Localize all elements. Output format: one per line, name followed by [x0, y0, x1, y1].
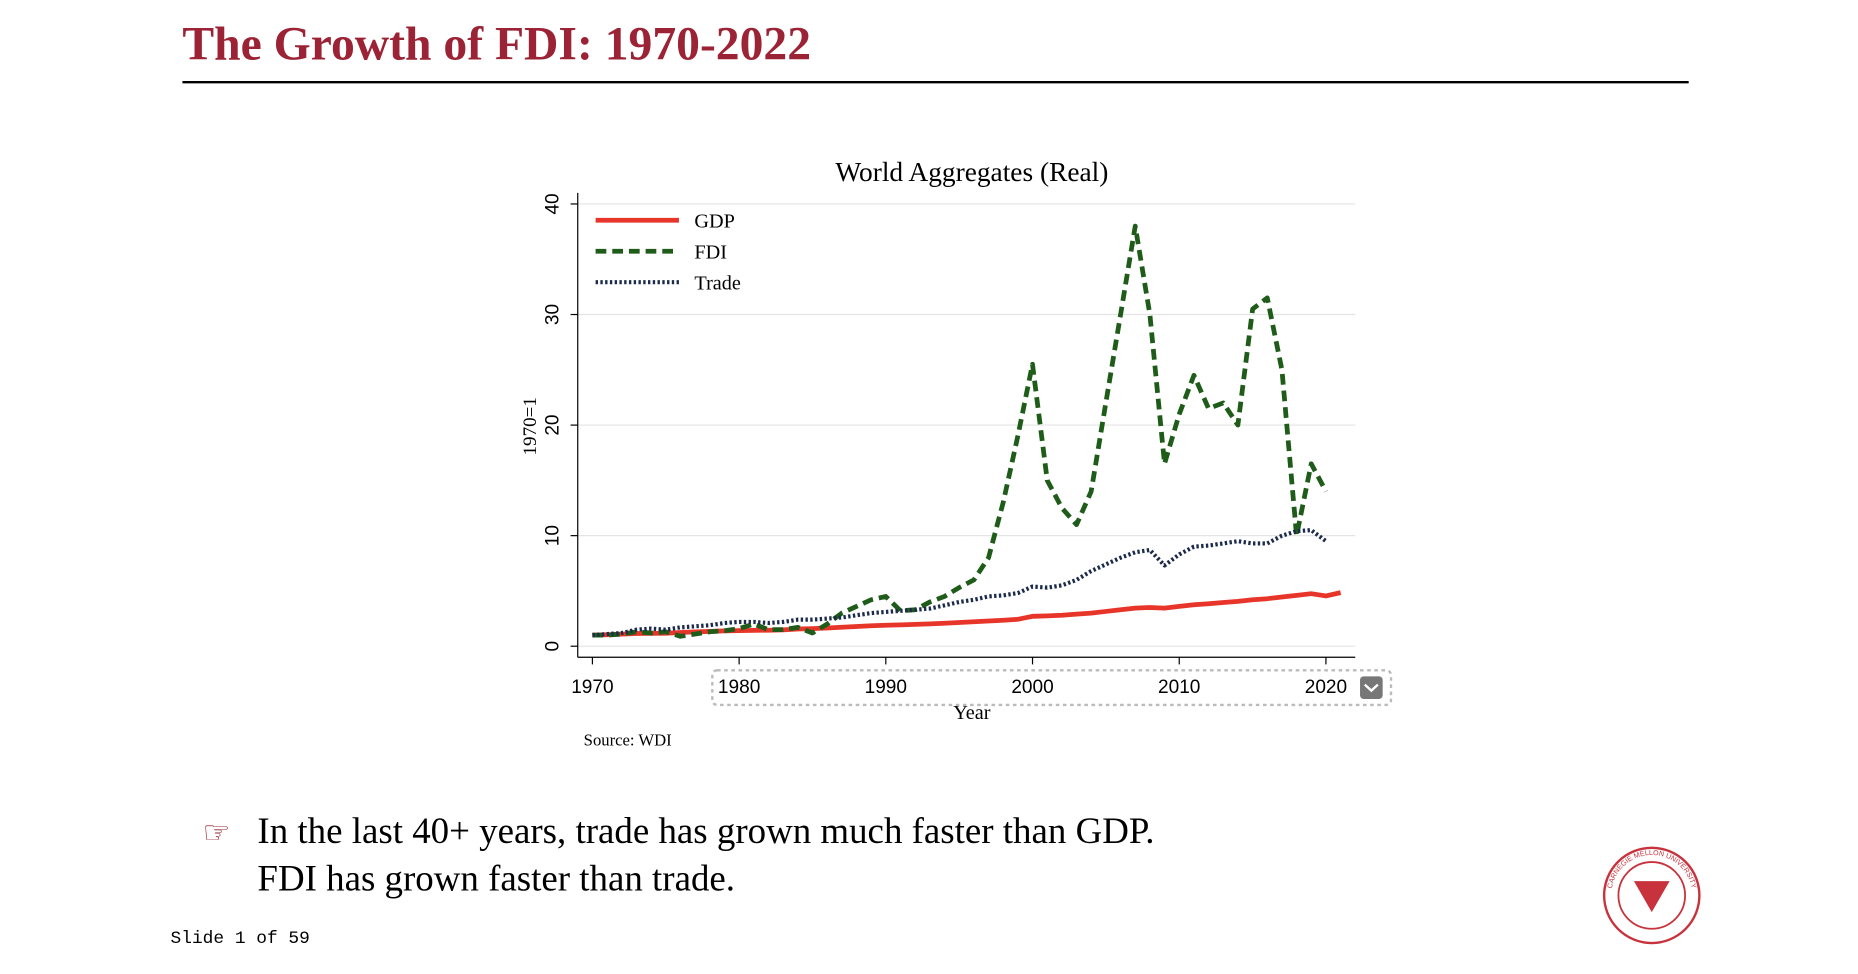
- y-tick-label: 10: [543, 525, 564, 546]
- x-axis-label: Year: [953, 702, 991, 724]
- y-tick-label: 30: [543, 304, 564, 325]
- selection-box[interactable]: [711, 669, 1393, 707]
- bullet-text: In the last 40+ years, trade has grown m…: [257, 810, 1154, 851]
- legend-label: GDP: [694, 210, 734, 232]
- y-tick-label: 0: [543, 641, 564, 652]
- x-tick-label: 1970: [571, 677, 613, 698]
- chart-title: World Aggregates (Real): [835, 157, 1108, 187]
- series-line: [592, 528, 1328, 638]
- legend-label: Trade: [694, 272, 740, 294]
- logo-ring: [1617, 861, 1686, 930]
- x-tick-label: 1980: [718, 677, 760, 698]
- x-tick-label: 2000: [1011, 677, 1053, 698]
- x-tick-label: 2020: [1305, 677, 1347, 698]
- legend-label: FDI: [694, 241, 727, 263]
- y-tick-label: 40: [543, 193, 564, 214]
- y-axis-label: 1970=1: [520, 397, 541, 455]
- y-tick-label: 20: [543, 414, 564, 435]
- bullet-icon: ☞: [203, 815, 231, 850]
- university-logo: CARNEGIE MELLON UNIVERSITY: [1602, 846, 1701, 945]
- bullet-text: FDI has grown faster than trade.: [257, 858, 735, 899]
- x-tick-label: 2010: [1158, 677, 1200, 698]
- source-note: Source: WDI: [584, 730, 672, 749]
- dropdown-button[interactable]: [1360, 676, 1383, 699]
- plot: 0 10 20 30 40 1970 1980 1990 2000 2010 2020 GDP FDI T…: [543, 192, 1356, 698]
- x-tick-label: 1990: [865, 677, 907, 698]
- dropdown-chevron: [1363, 683, 1379, 693]
- logo-emblem: [1633, 881, 1670, 913]
- series-line: [592, 223, 1329, 639]
- slide-title: The Growth of FDI: 1970-2022: [182, 19, 811, 71]
- slide-counter: Slide 1 of 59: [171, 929, 310, 949]
- logo-ring: [1602, 846, 1701, 945]
